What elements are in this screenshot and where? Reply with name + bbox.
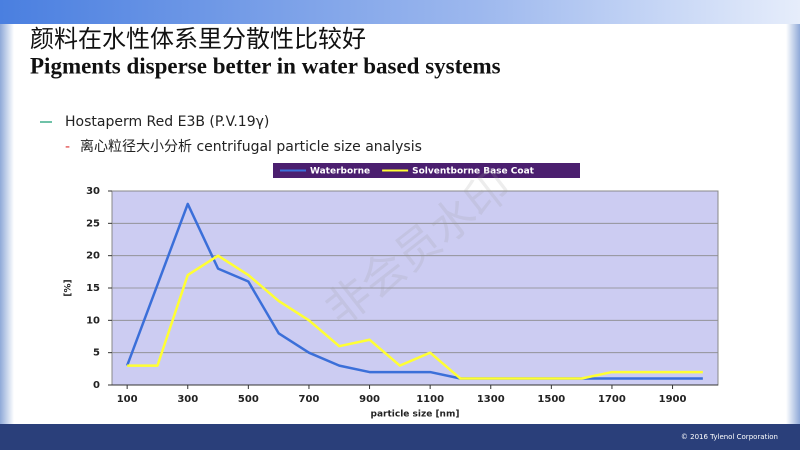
bullet: Hostaperm Red E3B (P.V.19γ): [65, 114, 269, 130]
series-line: [127, 254, 703, 380]
x-tick-label: 1700: [598, 394, 626, 405]
title-cn: 颜料在水性体系里分散性比较好: [30, 25, 366, 53]
x-axis-label: particle size [nm]: [371, 410, 460, 420]
legend: [273, 163, 580, 178]
y-tick-label: 20: [86, 251, 100, 262]
legend-label: Waterborne: [310, 167, 370, 177]
legend-label: Solventborne Base Coat: [412, 167, 535, 177]
x-tick-label: 1900: [659, 394, 687, 405]
y-axis-label: [%]: [64, 279, 74, 296]
y-tick-label: 25: [86, 218, 100, 229]
x-tick-label: 500: [238, 394, 259, 405]
right-band: [786, 24, 800, 424]
left-band: [0, 24, 14, 424]
bullet: 离心粒径大小分析 centrifugal particle size analy…: [80, 138, 422, 155]
x-tick-label: 1300: [477, 394, 505, 405]
y-tick-label: 30: [86, 186, 100, 197]
x-tick-label: 100: [117, 394, 138, 405]
y-tick-label: 5: [93, 348, 100, 359]
x-tick-label: 1100: [416, 394, 444, 405]
sub-bullet-dash: -: [65, 139, 70, 155]
top-band: [0, 0, 800, 24]
footer: © 2016 Tylenol Corporation: [681, 433, 778, 441]
y-tick-label: 0: [93, 380, 100, 391]
series-line: [125, 202, 703, 380]
x-tick-label: 900: [359, 394, 380, 405]
title-en: Pigments disperse better in water based …: [30, 53, 501, 78]
x-tick-label: 700: [299, 394, 320, 405]
bottom-band: [0, 424, 800, 450]
x-tick-label: 300: [177, 394, 198, 405]
x-tick-label: 1500: [537, 394, 565, 405]
y-tick-label: 15: [86, 283, 100, 294]
y-tick-label: 10: [86, 315, 100, 326]
